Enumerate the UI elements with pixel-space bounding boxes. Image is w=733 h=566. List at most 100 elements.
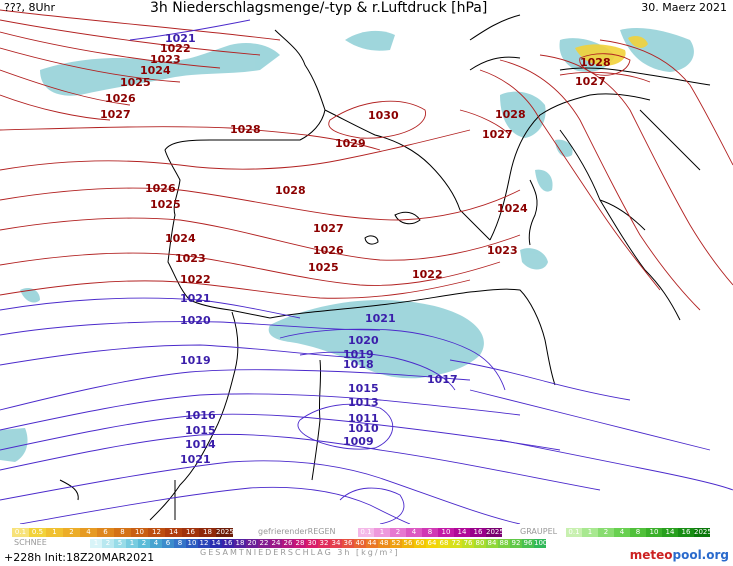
isobar-label: 1021 [180,292,211,305]
coastlines [59,14,711,521]
isobar-label: 1023 [150,53,181,66]
legend-swatch: 4 [150,539,162,548]
legend-swatch: 14 [210,539,222,548]
isobar-label: 1009 [343,435,374,448]
legend-swatch: 16 [678,528,694,537]
legend-swatch: 52 [390,539,402,548]
legend-swatch: 1 [374,528,390,537]
legend-swatch: 10 [646,528,662,537]
legend-swatch: 30 [306,539,318,548]
legend-swatch: 1 [126,539,138,548]
isobars-high [0,9,733,311]
legend-swatch: 6 [162,539,174,548]
isobar-label: 1022 [160,42,191,55]
isobar-label: 1010 [348,422,379,435]
legend-swatch: 5 [114,539,126,548]
isobar-label: 1020 [180,314,211,327]
legend-swatch: 1 [582,528,598,537]
legend-swatch: 14 [662,528,678,537]
isobar-label: 1019 [180,354,211,367]
legend-swatch: 12 [148,528,165,537]
legend-swatch: 32 [318,539,330,548]
legend-freezing-rain-label: gefrierenderREGEN [258,527,336,536]
legend-swatch: 10 [131,528,148,537]
legend-snow-scale: 0.1 0.5 1 2 4 6 8 10 12 14 16 18 2025+ [12,528,240,537]
isobar-labels-high: 1022 1023 1024 1025 1026 1027 1028 1030 … [100,42,611,286]
legend-swatch: 64 [426,539,438,548]
isobar-label: 1021 [365,312,396,325]
legend-swatch: 8 [422,528,438,537]
legend-swatch: 16 [182,528,199,537]
legend-swatch: 8 [114,528,131,537]
isobar-label: 1022 [412,268,443,281]
legend-swatch: 1 [90,539,102,548]
legend-swatch: 48 [378,539,390,548]
run-info: +228h Init:18Z20MAR2021 [4,551,155,564]
isobar-labels-low: 1021 1021 1020 1019 1016 1015 1014 1021 … [165,32,458,466]
legend-swatch: 40 [354,539,366,548]
legend-swatch: 18 [199,528,216,537]
legend-swatch: 80 [474,539,486,548]
isobar-label: 1027 [313,222,344,235]
legend-total-scale: 1 2 5 1 2 4 6 8 10 12 14 16 18 20 22 24 26 28 30 32 34 36 40 44… [90,539,548,548]
legend-swatch: 10 [438,528,454,537]
legend-swatch: 22 [258,539,270,548]
legend-swatch: 28 [294,539,306,548]
map-title: 3h Niederschlagsmenge/-typ & r.Luftdruck… [150,0,488,16]
isobar-label: 1018 [343,358,374,371]
meteopool-logo[interactable]: meteopool.org [629,548,729,562]
isobar-label: 1028 [230,123,261,136]
isobar-label: 1019 [343,348,374,361]
isobar-label: 1020 [348,334,379,347]
isobar-label: 1025 [150,198,181,211]
isobar-label: 1013 [348,396,379,409]
isobar-label: 1021 [165,32,196,45]
legend-swatch: 96 [522,539,534,548]
isobar-label: 1023 [175,252,206,265]
legend-swatch: 72 [450,539,462,548]
isobar-label: 1027 [100,108,131,121]
legend-swatch: 88 [498,539,510,548]
legend-swatch: 76 [462,539,474,548]
legend-swatch: 14 [454,528,470,537]
legend-snow-label: SCHNEE [14,538,47,547]
legend-swatch: 6 [97,528,114,537]
legend-swatch: 0.5 [29,528,46,537]
snow-area [575,36,648,66]
isobar-label: 1021 [180,453,211,466]
legend-swatch: 2 [63,528,80,537]
isobars-low [0,19,733,525]
isobar-label: 1024 [497,202,528,215]
isobar-label: 1030 [368,109,399,122]
legend-swatch: 1 [46,528,63,537]
legend-swatch: 0.1 [566,528,582,537]
isobar-label: 1028 [275,184,306,197]
legend-swatch: 100 [534,539,548,548]
legend-swatch: 2025+ [486,528,510,537]
legend-swatch: 20 [246,539,258,548]
legend-swatch: 34 [330,539,342,548]
legend-swatch: 0.1 [358,528,374,537]
map-date: 30. Maerz 2021 [641,1,727,14]
legend-swatch: 24 [270,539,282,548]
isobar-label: 1026 [145,182,176,195]
legend-swatch: 8 [630,528,646,537]
legend-swatch: 60 [414,539,426,548]
legend-swatch: 2 [102,539,114,548]
isobar-label: 1014 [185,438,216,451]
isobar-label: 1016 [185,409,216,422]
isobar-label: 1025 [308,261,339,274]
isobar-label: 1011 [348,412,379,425]
legend-swatch: 84 [486,539,498,548]
legend-swatch: 4 [406,528,422,537]
legend-swatch: 18 [234,539,246,548]
run-time-label: ???, 8Uhr [4,1,56,14]
isobar-label: 1017 [427,373,458,386]
isobar-label: 1028 [495,108,526,121]
isobar-label: 1015 [185,424,216,437]
legend-swatch: 68 [438,539,450,548]
legend-graupel-scale: 0.1 1 2 4 8 10 14 16 2025+ [566,528,718,537]
legend-total-label: GESAMTNIEDERSCHLAG 3h [kg/m²] [200,548,400,557]
isobar-label: 1027 [482,128,513,141]
